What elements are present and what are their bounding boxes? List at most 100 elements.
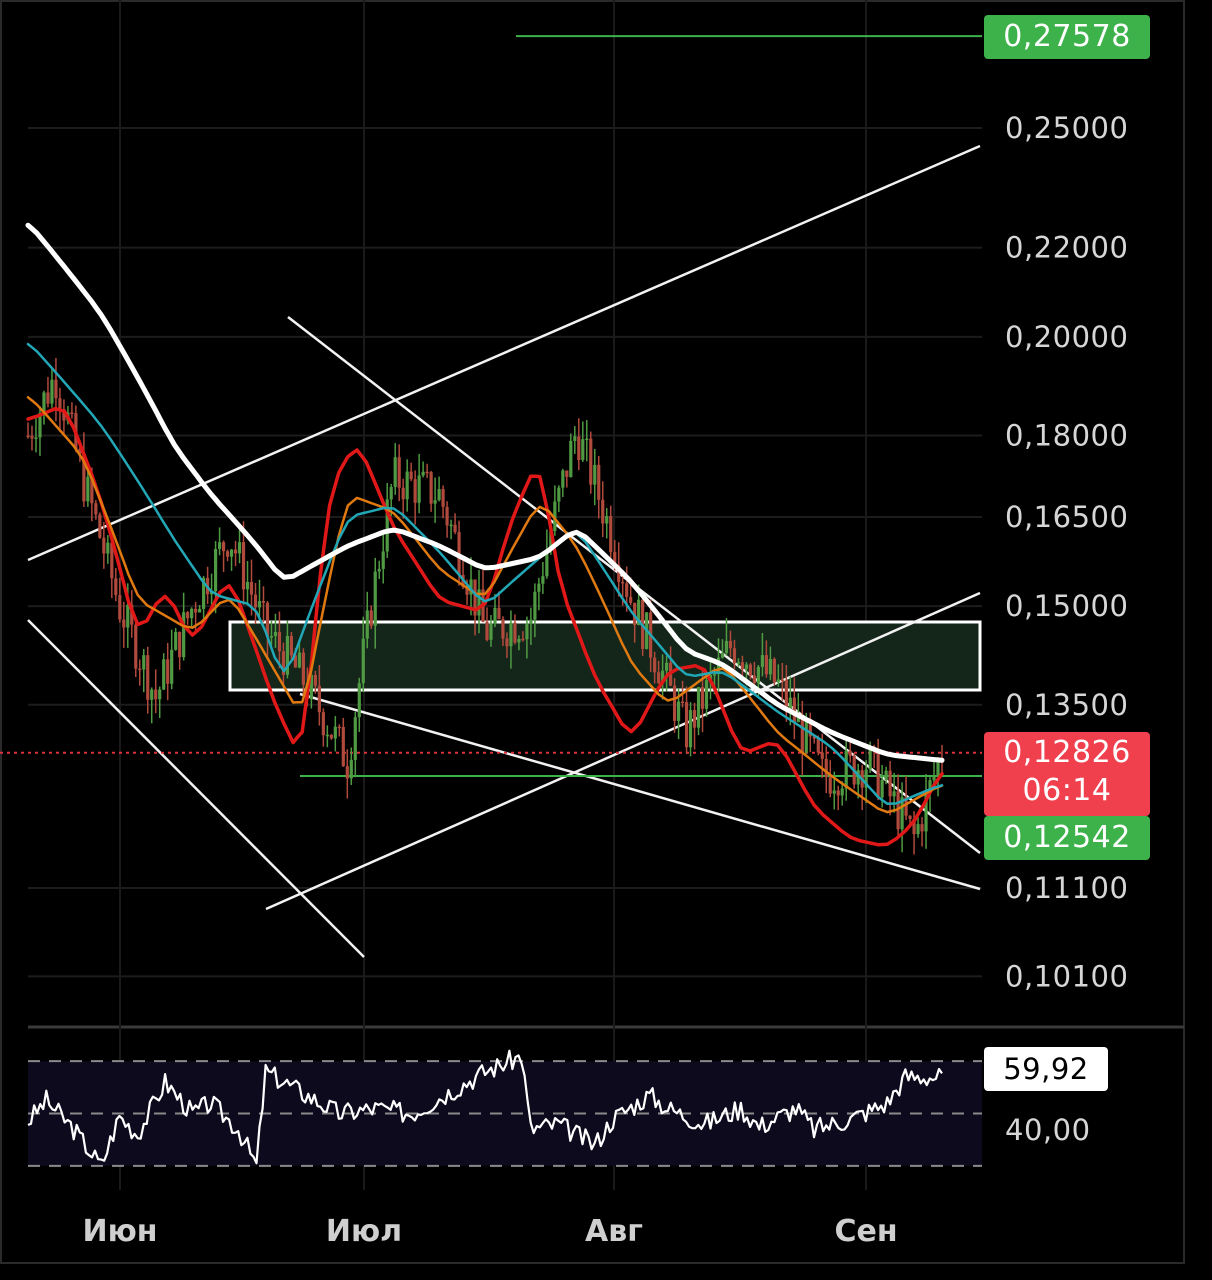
candle-body: [692, 710, 697, 728]
candle-body: [221, 542, 226, 552]
candle-body: [445, 506, 449, 526]
candle-body: [421, 471, 425, 476]
candle-body: [553, 501, 557, 532]
candle-body: [54, 379, 58, 399]
current-price-tag[interactable]: 0,12826 06:14: [984, 732, 1150, 816]
ma-orange-line: [26, 396, 944, 814]
candle-body: [868, 746, 872, 770]
candle-body: [880, 779, 884, 798]
candle-body: [261, 601, 266, 603]
candle-body: [425, 471, 429, 474]
ma-red-line: [26, 406, 944, 847]
candle-body: [549, 531, 553, 550]
candle-body: [381, 551, 385, 569]
x-tick-label: Авг: [585, 1214, 643, 1249]
candle-body: [413, 479, 417, 503]
candle-body: [804, 719, 808, 753]
candle-body: [724, 640, 729, 654]
candle-body: [864, 769, 868, 788]
candle-body: [98, 514, 102, 538]
candle-body: [393, 457, 397, 487]
candle-body: [916, 824, 920, 835]
candle-body: [114, 578, 118, 596]
candle-body: [509, 622, 513, 647]
candle-body: [856, 770, 860, 785]
candle-body: [150, 689, 154, 700]
candle-body: [146, 655, 150, 700]
trendline: [27, 619, 365, 958]
y-tick-label: 0,18000: [1005, 418, 1128, 452]
candle-body: [712, 674, 717, 676]
candle-body: [122, 619, 126, 628]
candle-body: [581, 439, 585, 461]
candle-body: [816, 738, 820, 753]
candle-body: [321, 712, 325, 736]
candle-body: [621, 581, 625, 584]
candle-body: [30, 435, 34, 439]
candle-body: [900, 797, 904, 830]
candle-body: [429, 472, 433, 504]
candle-body: [190, 608, 194, 619]
candle-body: [297, 652, 302, 668]
candle-body: [373, 571, 377, 626]
level-tag-top[interactable]: 0,27578: [984, 15, 1150, 59]
candle-body: [397, 457, 401, 488]
candle-body: [110, 542, 114, 579]
candle-body: [213, 548, 218, 592]
candle-body: [840, 788, 844, 796]
candle-body: [533, 591, 537, 620]
candle-body: [437, 489, 441, 501]
candle-body: [601, 499, 605, 524]
candle-body: [138, 668, 142, 671]
candle-body: [349, 759, 353, 779]
y-tick-label: 0,15000: [1005, 589, 1128, 623]
candle-body: [253, 594, 258, 608]
candle-body: [824, 758, 828, 778]
candle-body: [365, 610, 369, 639]
y-tick-label: 0,11100: [1005, 871, 1128, 905]
x-tick-label: Июн: [83, 1214, 158, 1249]
candle-body: [613, 552, 617, 565]
candle-body: [720, 653, 725, 658]
candle-body: [672, 685, 677, 721]
candle-body: [748, 664, 753, 676]
candle-body: [377, 568, 381, 572]
candle-body: [369, 610, 373, 626]
candle-body: [337, 726, 341, 729]
candle-body: [676, 701, 681, 721]
candle-body: [405, 471, 409, 500]
candle-body: [269, 636, 274, 638]
candle-body: [577, 436, 581, 461]
y-tick-label: 0,10100: [1005, 959, 1128, 993]
candle-body: [768, 658, 772, 675]
candle-body: [808, 719, 812, 737]
level-tag-top-label: 0,27578: [1003, 19, 1131, 54]
candle-body: [593, 464, 597, 485]
candle-body: [50, 379, 54, 404]
candle-body: [182, 612, 186, 658]
candle-body: [545, 549, 549, 577]
trendline: [299, 692, 981, 891]
candle-body: [70, 412, 74, 415]
candle-body: [924, 791, 928, 832]
candle-body: [760, 655, 764, 667]
rsi-value-tag[interactable]: 59,92: [984, 1047, 1108, 1091]
candle-body: [345, 766, 349, 779]
candle-body: [170, 649, 174, 684]
candle-body: [736, 662, 741, 664]
candle-body: [700, 687, 705, 709]
candle-body: [716, 657, 721, 675]
y-tick-label: 0,20000: [1005, 320, 1128, 354]
candle-body: [892, 791, 896, 797]
candle-body: [46, 392, 50, 404]
candle-body: [126, 604, 130, 628]
candle-body: [90, 476, 94, 504]
candle-body: [908, 815, 912, 820]
candle-body: [245, 581, 250, 590]
level-tag-bottom[interactable]: 0,12542: [984, 816, 1150, 860]
candle-body: [637, 599, 641, 626]
candle-body: [469, 579, 473, 595]
candle-body: [130, 604, 134, 625]
candle-body: [489, 623, 493, 640]
